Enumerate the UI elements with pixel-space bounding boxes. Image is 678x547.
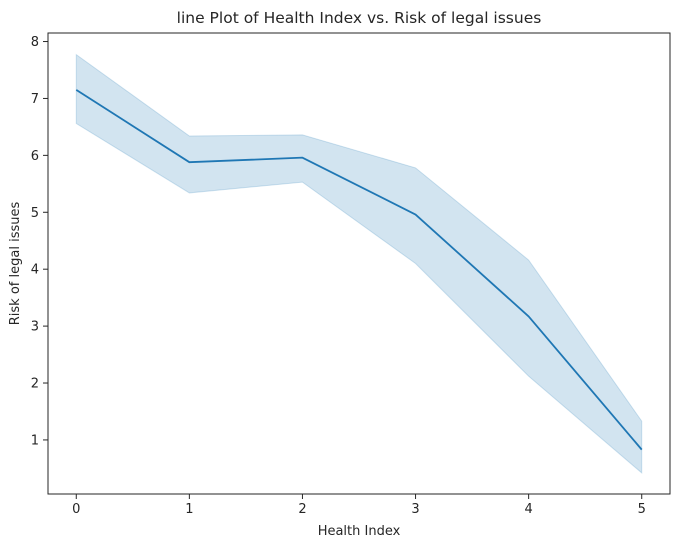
x-tick-label: 3: [411, 502, 419, 517]
y-axis-ticks: 1 2 3 4 5 6 7 8: [31, 35, 48, 448]
y-tick-label: 7: [31, 92, 39, 107]
y-tick-label: 2: [31, 377, 39, 392]
x-axis-ticks: 0 1 2 3 4 5: [72, 494, 646, 517]
x-tick-label: 5: [638, 502, 646, 517]
confidence-band: [75, 53, 643, 475]
chart-title: line Plot of Health Index vs. Risk of le…: [177, 9, 542, 27]
x-axis-title: Health Index: [318, 524, 401, 539]
y-tick-label: 1: [31, 433, 39, 448]
x-tick-label: 2: [298, 502, 306, 517]
y-tick-label: 4: [31, 263, 39, 278]
y-tick-label: 3: [31, 320, 39, 335]
y-tick-label: 8: [31, 35, 39, 50]
confidence-band-layer: [75, 53, 643, 475]
y-axis-title: Risk of legal issues: [8, 202, 23, 326]
plot-area-frame: [47, 32, 671, 495]
x-tick-label: 1: [185, 502, 193, 517]
y-tick-label: 6: [31, 149, 39, 164]
series-line-layer: [75, 89, 643, 451]
y-tick-label: 5: [31, 206, 39, 221]
x-tick-label: 0: [72, 502, 80, 517]
x-tick-label: 4: [524, 502, 532, 517]
series-line: [75, 89, 643, 451]
